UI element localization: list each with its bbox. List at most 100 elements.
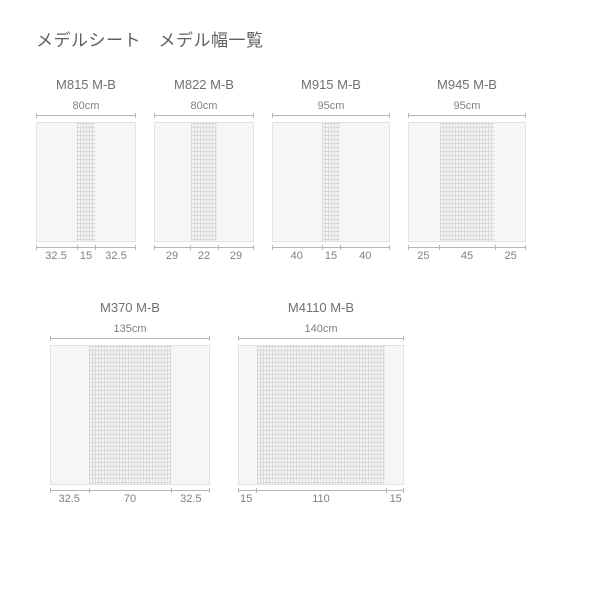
top-dimension: 80cm bbox=[36, 100, 136, 119]
dim-tick bbox=[272, 113, 273, 118]
sheet-diagram bbox=[272, 122, 390, 242]
bottom-labels: 29 22 29 bbox=[154, 250, 254, 264]
dim-line bbox=[50, 490, 210, 491]
bottom-dimension: 15 110 15 bbox=[238, 487, 404, 507]
sheet-diagram bbox=[238, 345, 404, 485]
card-m370: M370 M-B 135cm bbox=[50, 300, 210, 507]
row-2: M370 M-B 135cm bbox=[50, 300, 572, 507]
dim-tick bbox=[408, 113, 409, 118]
top-dim-bar bbox=[50, 336, 210, 342]
seg-label: 32.5 bbox=[58, 493, 79, 505]
sheet-diagram bbox=[154, 122, 254, 242]
model-label: M945 M-B bbox=[437, 77, 497, 92]
top-dimension: 80cm bbox=[154, 100, 254, 119]
bottom-dimension: 25 45 25 bbox=[408, 244, 526, 264]
bottom-labels: 25 45 25 bbox=[408, 250, 526, 264]
card-m815: M815 M-B 80cm bbox=[36, 77, 136, 264]
seg-label: 40 bbox=[359, 250, 371, 262]
top-dim-label: 95cm bbox=[318, 100, 345, 112]
top-dim-bar bbox=[238, 336, 404, 342]
card-m4110: M4110 M-B 140cm bbox=[238, 300, 404, 507]
bottom-dimension: 32.5 70 32.5 bbox=[50, 487, 210, 507]
dim-line bbox=[154, 247, 254, 248]
bottom-dimension: 32.5 15 32.5 bbox=[36, 244, 136, 264]
dim-line bbox=[36, 247, 136, 248]
dim-line bbox=[50, 338, 210, 339]
dim-tick bbox=[525, 113, 526, 118]
bottom-labels: 32.5 15 32.5 bbox=[36, 250, 136, 264]
strip-pattern bbox=[257, 346, 386, 484]
dim-tick bbox=[50, 336, 51, 341]
seg-label: 15 bbox=[325, 250, 337, 262]
seg-label: 32.5 bbox=[45, 250, 66, 262]
card-m945: M945 M-B 95cm bbox=[408, 77, 526, 264]
dim-line bbox=[272, 247, 390, 248]
strip-pattern bbox=[322, 123, 340, 241]
seg-label: 22 bbox=[198, 250, 210, 262]
strip-pattern bbox=[89, 346, 171, 484]
bottom-labels: 15 110 15 bbox=[238, 493, 404, 507]
seg-label: 15 bbox=[390, 493, 402, 505]
seg-label: 70 bbox=[124, 493, 136, 505]
model-label: M4110 M-B bbox=[288, 300, 354, 315]
seg-label: 110 bbox=[312, 493, 330, 505]
seg-label: 32.5 bbox=[180, 493, 201, 505]
dim-tick bbox=[135, 113, 136, 118]
dim-line bbox=[408, 115, 526, 116]
top-dim-bar bbox=[408, 113, 526, 119]
top-dim-label: 95cm bbox=[454, 100, 481, 112]
dim-tick bbox=[389, 113, 390, 118]
dim-line bbox=[238, 338, 404, 339]
dim-tick bbox=[403, 336, 404, 341]
model-label: M822 M-B bbox=[174, 77, 234, 92]
dim-line bbox=[36, 115, 136, 116]
model-label: M915 M-B bbox=[301, 77, 361, 92]
seg-label: 25 bbox=[505, 250, 517, 262]
top-dim-bar bbox=[154, 113, 254, 119]
top-dim-label: 135cm bbox=[113, 323, 146, 335]
row-1: M815 M-B 80cm bbox=[36, 77, 572, 264]
page: メデルシート メデル幅一覧 M815 M-B 80cm bbox=[0, 0, 600, 553]
dim-line bbox=[272, 115, 390, 116]
dim-tick bbox=[238, 336, 239, 341]
top-dim-bar bbox=[36, 113, 136, 119]
seg-label: 32.5 bbox=[105, 250, 126, 262]
bottom-dimension: 29 22 29 bbox=[154, 244, 254, 264]
strip-pattern bbox=[77, 123, 95, 241]
sheet-diagram bbox=[36, 122, 136, 242]
dim-line bbox=[154, 115, 254, 116]
top-dimension: 95cm bbox=[272, 100, 390, 119]
seg-label: 25 bbox=[417, 250, 429, 262]
dim-tick bbox=[36, 113, 37, 118]
dim-line bbox=[238, 490, 404, 491]
seg-label: 29 bbox=[230, 250, 242, 262]
sheet-diagram bbox=[50, 345, 210, 485]
dim-tick bbox=[209, 336, 210, 341]
top-dimension: 140cm bbox=[238, 323, 404, 342]
bottom-labels: 40 15 40 bbox=[272, 250, 390, 264]
card-m822: M822 M-B 80cm bbox=[154, 77, 254, 264]
seg-label: 40 bbox=[291, 250, 303, 262]
bottom-dimension: 40 15 40 bbox=[272, 244, 390, 264]
top-dimension: 95cm bbox=[408, 100, 526, 119]
dim-line bbox=[408, 247, 526, 248]
model-label: M370 M-B bbox=[100, 300, 160, 315]
seg-label: 29 bbox=[166, 250, 178, 262]
top-dim-label: 140cm bbox=[304, 323, 337, 335]
strip-pattern bbox=[440, 123, 495, 241]
top-dim-label: 80cm bbox=[73, 100, 100, 112]
model-label: M815 M-B bbox=[56, 77, 116, 92]
sheet-diagram bbox=[408, 122, 526, 242]
top-dim-label: 80cm bbox=[191, 100, 218, 112]
bottom-labels: 32.5 70 32.5 bbox=[50, 493, 210, 507]
strip-pattern bbox=[191, 123, 218, 241]
page-title: メデルシート メデル幅一覧 bbox=[36, 26, 572, 51]
dim-tick bbox=[154, 113, 155, 118]
seg-label: 15 bbox=[80, 250, 92, 262]
top-dim-bar bbox=[272, 113, 390, 119]
card-m915: M915 M-B 95cm bbox=[272, 77, 390, 264]
seg-label: 15 bbox=[240, 493, 252, 505]
dim-tick bbox=[253, 113, 254, 118]
top-dimension: 135cm bbox=[50, 323, 210, 342]
seg-label: 45 bbox=[461, 250, 473, 262]
